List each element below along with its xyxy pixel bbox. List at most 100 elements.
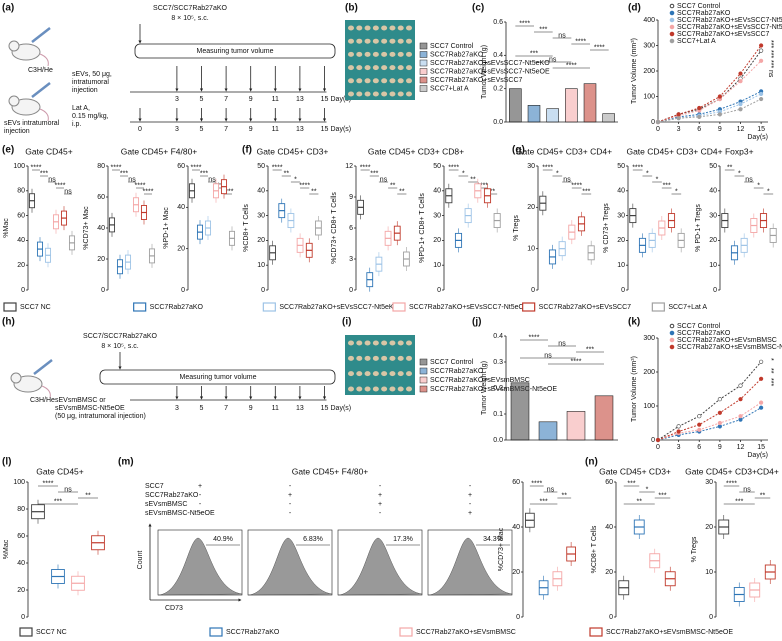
x-tick-label: 12: [737, 126, 745, 133]
legend-label: SCC7Rab27aKO+sEVsSCC7: [539, 304, 632, 311]
significance-label: ****: [571, 182, 582, 189]
point: [697, 422, 702, 427]
tumor: [356, 25, 363, 31]
significance-label: *: [767, 188, 770, 195]
point: [759, 91, 764, 97]
y-tick-label: 10: [705, 569, 713, 576]
y-tick-label: 20: [527, 204, 535, 211]
point: [697, 105, 702, 111]
tumor: [348, 355, 354, 361]
point: [738, 79, 743, 84]
panel-label: (j): [472, 317, 481, 328]
point: [738, 107, 743, 112]
tumor: [397, 51, 404, 57]
significance-label: *: [646, 486, 649, 493]
legend-marker: [669, 323, 675, 329]
y-axis-label: %PD-1+ CD8+ T Cells: [419, 193, 426, 263]
tumor: [372, 355, 379, 361]
tumor: [364, 25, 371, 31]
y-tick-label: 20: [257, 237, 265, 244]
treatment-label: injection: [72, 87, 98, 94]
x-tick-label: 6: [697, 126, 701, 133]
y-tick-label: 30: [709, 212, 717, 219]
legend-swatch: [3, 302, 17, 312]
y-tick-label: 0: [531, 287, 535, 294]
tumor: [381, 51, 388, 57]
y-tick-label: 30: [617, 212, 625, 219]
series-line: [657, 378, 762, 441]
panel-label: (f): [242, 145, 252, 156]
y-tick-label: 60: [17, 212, 25, 219]
x-tick-label: 3: [677, 126, 681, 133]
point: [697, 414, 702, 419]
significance-label: ****: [55, 182, 66, 189]
y-tick-label: 0: [609, 614, 613, 621]
y-tick-label: 40: [17, 237, 25, 244]
condition-sign: -: [469, 501, 472, 508]
y-axis-label: % Tregs: [691, 536, 698, 562]
point: [759, 96, 764, 102]
significance-label: **: [284, 170, 290, 177]
y-tick-label: 0.4: [493, 52, 503, 59]
y-tick-label: 0: [21, 287, 25, 294]
x-tick-label: 9: [718, 444, 722, 451]
timeline-day: 7: [224, 126, 228, 133]
legend-marker: [669, 38, 675, 44]
tumor: [364, 386, 371, 392]
y-tick-label: 0.0: [493, 437, 503, 444]
timeline-day: 9: [249, 96, 253, 103]
tumor: [397, 371, 404, 377]
tumor: [356, 65, 363, 71]
tumor: [406, 386, 412, 392]
y-tick-label: 0: [516, 614, 520, 621]
tumor: [356, 78, 363, 84]
tumor: [348, 386, 354, 392]
measuring-label: Measuring tumor volume: [179, 374, 256, 381]
tumor: [372, 78, 379, 84]
legend-label: SCC7+Lat A: [430, 85, 469, 92]
series-line: [657, 93, 762, 123]
series-line: [657, 361, 762, 441]
bar: [510, 382, 530, 441]
tumor: [364, 91, 371, 97]
significance-label: ***: [627, 480, 635, 487]
legend-marker: [669, 344, 675, 350]
significance-label: ****: [31, 164, 42, 171]
tumor: [356, 340, 363, 346]
timeline-day: 11: [272, 405, 279, 412]
treatment-label: sEVsmBMSC-Nt5eOE: [55, 405, 125, 412]
condition-sign: +: [468, 510, 472, 517]
y-tick-label: 0.4: [493, 333, 503, 340]
panel-label: (h): [2, 317, 15, 328]
significance-label: ns: [547, 486, 555, 493]
condition-sign: -: [199, 510, 202, 517]
tumor: [381, 386, 388, 392]
tumor: [397, 78, 404, 84]
significance-label: **: [470, 176, 476, 183]
series-line: [657, 402, 762, 441]
mouse-tail: [39, 108, 49, 122]
legend-label: SCC7 Control: [677, 3, 721, 10]
tumor: [406, 65, 412, 71]
x-tick-label: 15: [757, 126, 765, 133]
timeline-day: 13: [296, 405, 304, 412]
bar: [527, 105, 541, 123]
y-axis-label: Tumor Volume (mm³): [631, 38, 638, 104]
y-tick-label: 6: [349, 225, 353, 232]
tumor: [348, 65, 354, 71]
tumor: [372, 91, 379, 97]
panel-label: (b): [345, 3, 358, 14]
y-tick-label: 0.2: [493, 86, 503, 93]
gate-title: Gate CD45+: [36, 466, 84, 476]
condition-sign: +: [198, 483, 202, 490]
mouse-label: sEVs intratumoral: [4, 120, 60, 127]
mouse-tail: [41, 385, 51, 399]
y-tick-label: 40: [617, 188, 625, 195]
tumor: [372, 340, 379, 346]
timeline-day: 11: [272, 96, 279, 103]
significance-label: ns: [743, 486, 751, 493]
legend-label: SCC7Rab27aKO+sEVsmBMSC: [416, 629, 516, 636]
y-tick-label: 30: [527, 163, 535, 170]
significance-label: *: [646, 170, 649, 177]
